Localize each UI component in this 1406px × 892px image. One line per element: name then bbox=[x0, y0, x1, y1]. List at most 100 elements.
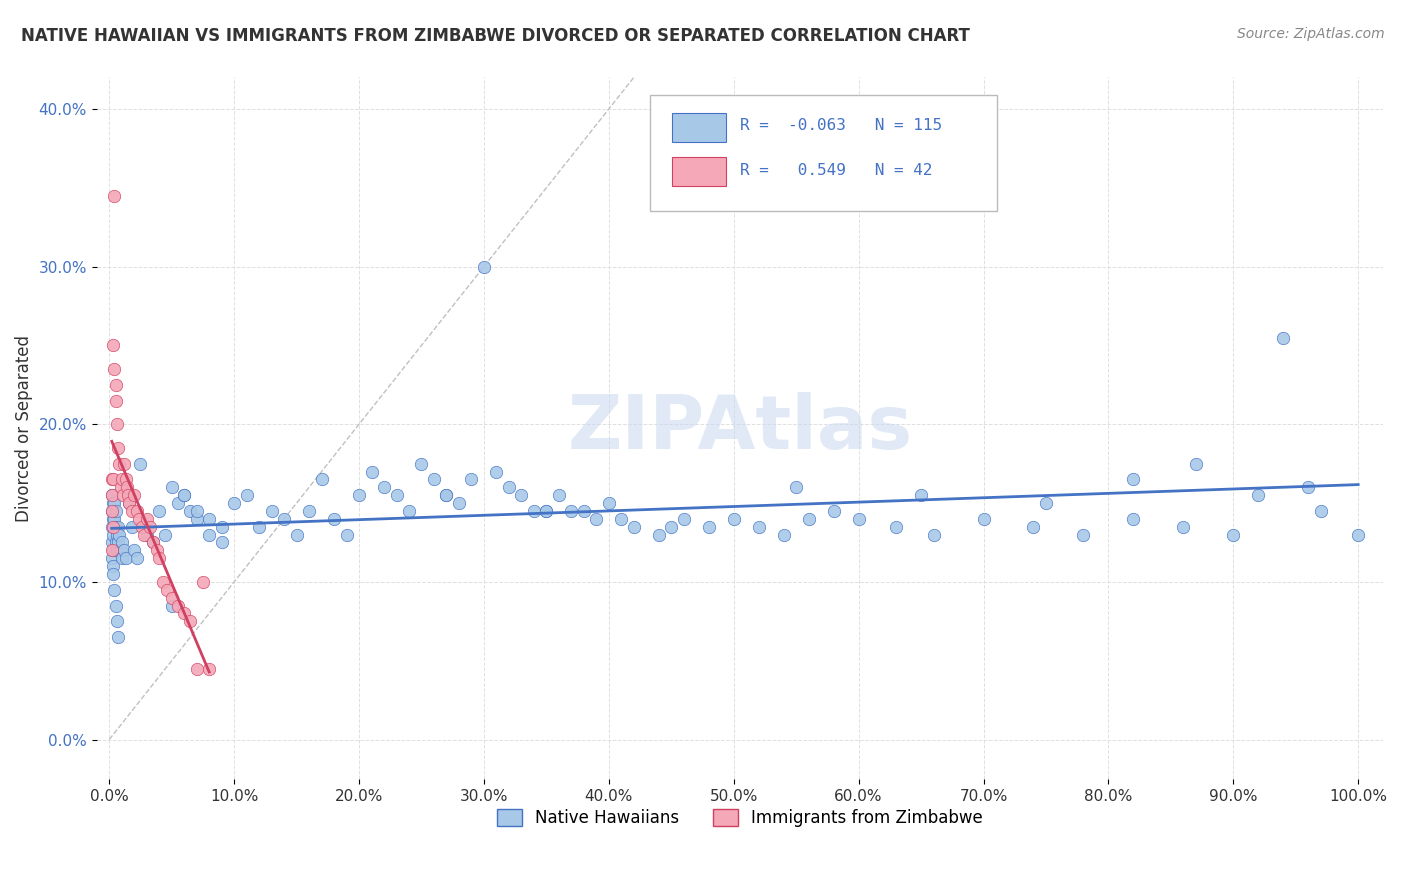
Point bbox=[224, 496, 246, 510]
Point bbox=[610, 512, 633, 526]
Point bbox=[101, 472, 124, 486]
Point bbox=[1035, 496, 1057, 510]
Point bbox=[142, 535, 165, 549]
Point bbox=[211, 535, 233, 549]
Point bbox=[179, 615, 201, 629]
Point bbox=[436, 488, 458, 502]
Text: R =  -0.063   N = 115: R = -0.063 N = 115 bbox=[740, 118, 942, 133]
Point bbox=[108, 457, 131, 471]
Point bbox=[411, 457, 433, 471]
Point bbox=[447, 496, 470, 510]
Point bbox=[152, 574, 174, 589]
Point bbox=[114, 472, 136, 486]
Point bbox=[117, 488, 139, 502]
Text: ZIPAtlas: ZIPAtlas bbox=[568, 392, 912, 465]
Point bbox=[1347, 527, 1369, 541]
Point bbox=[101, 543, 124, 558]
Point bbox=[117, 488, 139, 502]
Point bbox=[101, 338, 124, 352]
Point bbox=[572, 504, 595, 518]
Point bbox=[108, 527, 131, 541]
Point bbox=[111, 472, 134, 486]
Point bbox=[100, 551, 122, 566]
Point bbox=[114, 551, 136, 566]
Point bbox=[121, 504, 143, 518]
Point bbox=[179, 504, 201, 518]
Point bbox=[198, 662, 221, 676]
Point bbox=[134, 527, 156, 541]
Point bbox=[104, 599, 127, 613]
Point bbox=[156, 582, 179, 597]
Point bbox=[198, 527, 221, 541]
Point bbox=[973, 512, 995, 526]
Point bbox=[135, 512, 157, 526]
Point bbox=[160, 599, 183, 613]
Point bbox=[125, 551, 148, 566]
Point bbox=[536, 504, 558, 518]
Point bbox=[101, 519, 124, 533]
Point bbox=[298, 504, 321, 518]
Point bbox=[148, 551, 170, 566]
Point bbox=[1247, 488, 1270, 502]
Point bbox=[436, 488, 458, 502]
Point bbox=[155, 527, 177, 541]
Point bbox=[107, 519, 129, 533]
Point bbox=[772, 527, 794, 541]
Point bbox=[167, 599, 190, 613]
Y-axis label: Divorced or Separated: Divorced or Separated bbox=[15, 334, 32, 522]
Point bbox=[585, 512, 607, 526]
Point bbox=[648, 527, 671, 541]
Point bbox=[510, 488, 533, 502]
Point bbox=[100, 519, 122, 533]
Point bbox=[173, 607, 195, 621]
Point bbox=[118, 496, 141, 510]
Point bbox=[186, 512, 208, 526]
Point bbox=[335, 527, 357, 541]
Point bbox=[111, 488, 134, 502]
Point bbox=[848, 512, 870, 526]
Point bbox=[118, 496, 141, 510]
Point bbox=[103, 362, 125, 376]
Point bbox=[101, 559, 124, 574]
Point bbox=[523, 504, 546, 518]
Point bbox=[884, 519, 907, 533]
Point bbox=[623, 519, 645, 533]
Point bbox=[112, 543, 135, 558]
Point bbox=[104, 535, 127, 549]
Point bbox=[347, 488, 370, 502]
Point bbox=[104, 519, 127, 533]
Point bbox=[104, 504, 127, 518]
Point bbox=[1272, 330, 1295, 344]
Point bbox=[167, 496, 190, 510]
Point bbox=[160, 591, 183, 605]
Point bbox=[285, 527, 308, 541]
Point bbox=[107, 441, 129, 455]
Point bbox=[103, 496, 125, 510]
Text: NATIVE HAWAIIAN VS IMMIGRANTS FROM ZIMBABWE DIVORCED OR SEPARATED CORRELATION CH: NATIVE HAWAIIAN VS IMMIGRANTS FROM ZIMBA… bbox=[21, 27, 970, 45]
Point bbox=[100, 504, 122, 518]
Point bbox=[536, 504, 558, 518]
Point bbox=[1122, 472, 1144, 486]
Point bbox=[1073, 527, 1095, 541]
Point bbox=[105, 615, 128, 629]
Point bbox=[100, 504, 122, 518]
Point bbox=[112, 457, 135, 471]
Point bbox=[1222, 527, 1244, 541]
Point bbox=[103, 512, 125, 526]
Point bbox=[723, 512, 745, 526]
Point bbox=[273, 512, 295, 526]
Point bbox=[1185, 457, 1208, 471]
Point bbox=[122, 543, 145, 558]
Point bbox=[659, 519, 682, 533]
Point bbox=[100, 535, 122, 549]
Point bbox=[121, 519, 143, 533]
Point bbox=[460, 472, 482, 486]
Point bbox=[797, 512, 820, 526]
Point bbox=[105, 417, 128, 432]
Point bbox=[101, 566, 124, 581]
Point bbox=[104, 377, 127, 392]
Point bbox=[145, 543, 167, 558]
Point bbox=[110, 543, 132, 558]
Point bbox=[235, 488, 257, 502]
Point bbox=[186, 504, 208, 518]
